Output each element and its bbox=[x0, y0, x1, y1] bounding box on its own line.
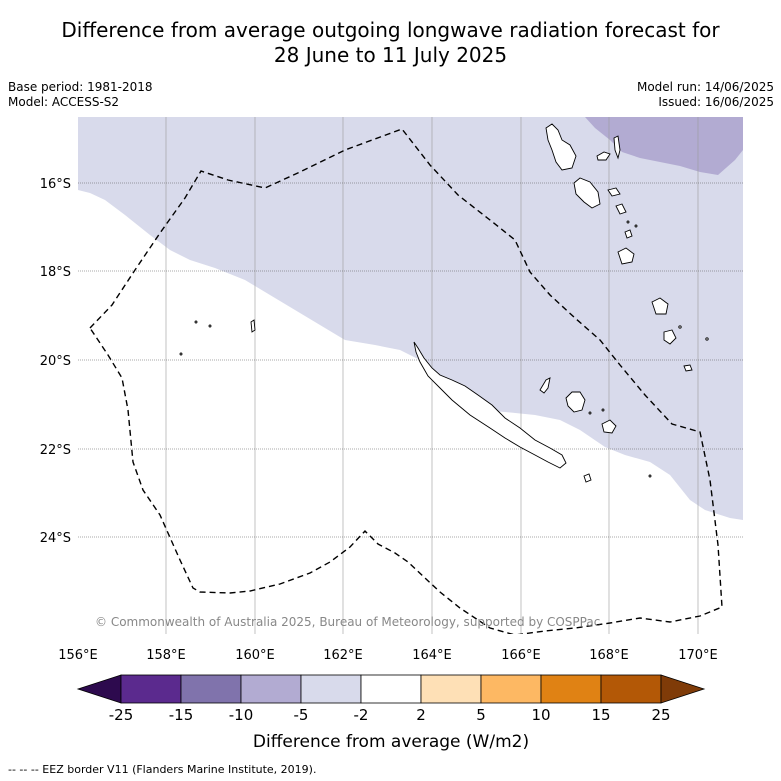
islet-9 bbox=[626, 220, 630, 224]
colorbar-segment-9 bbox=[600, 674, 662, 704]
vanuatu-erromango bbox=[651, 297, 669, 315]
land-features bbox=[179, 123, 709, 483]
vanuatu-epi bbox=[615, 203, 627, 215]
copyright-notice: © Commonwealth of Australia 2025, Bureau… bbox=[95, 615, 600, 629]
base-period: Base period: 1981-2018 bbox=[8, 80, 153, 94]
colorbar-extend-low bbox=[76, 674, 122, 704]
colorbar-segment-8 bbox=[540, 674, 602, 704]
islet-8 bbox=[601, 408, 605, 412]
lon-label-162e: 162°E bbox=[323, 648, 363, 663]
map-area: © Commonwealth of Australia 2025, Bureau… bbox=[78, 117, 743, 634]
lon-label-168e: 168°E bbox=[589, 648, 629, 663]
colorbar-label-10: 25 bbox=[651, 706, 670, 724]
colorbar-label-9: 15 bbox=[591, 706, 610, 724]
colorbar-label-2: -15 bbox=[169, 706, 194, 724]
vanuatu-espiritu-santo bbox=[545, 123, 577, 171]
colorbar: -25 -15 -10 -5 -2 2 5 10 15 25 Differenc… bbox=[76, 674, 706, 752]
lon-label-164e: 164°E bbox=[412, 648, 452, 663]
eez-border bbox=[89, 128, 723, 634]
lat-label-24s: 24°S bbox=[40, 531, 71, 546]
loyalty-island-ouvea bbox=[539, 377, 551, 394]
anomaly-light-region bbox=[78, 117, 743, 520]
vanuatu-efate bbox=[617, 247, 635, 265]
meta-right: Model run: 14/06/2025 Issued: 16/06/2025 bbox=[637, 80, 774, 110]
title-line-2: 28 June to 11 July 2025 bbox=[273, 43, 508, 67]
new-caledonia-main-island bbox=[413, 341, 567, 469]
colorbar-label-8: 10 bbox=[531, 706, 550, 724]
latitude-labels: 16°S 18°S 20°S 22°S 24°S bbox=[40, 177, 71, 546]
colorbar-segment-6 bbox=[420, 674, 482, 704]
lat-label-22s: 22°S bbox=[40, 443, 71, 458]
title-line-1: Difference from average outgoing longwav… bbox=[61, 18, 720, 42]
model-run: Model run: 14/06/2025 bbox=[636, 80, 774, 94]
lat-label-18s: 18°S bbox=[40, 265, 71, 280]
lon-label-170e: 170°E bbox=[678, 648, 718, 663]
model-name: Model: ACCESS-S2 bbox=[8, 95, 120, 109]
islet-3 bbox=[179, 352, 183, 356]
islet-6 bbox=[648, 474, 652, 478]
vanuatu-aneityum bbox=[683, 364, 693, 372]
colorbar-extend-high bbox=[660, 674, 706, 704]
vanuatu-malekula bbox=[573, 177, 601, 209]
meta-left: Base period: 1981-2018 Model: ACCESS-S2 bbox=[8, 80, 153, 110]
colorbar-segment-5 bbox=[360, 674, 422, 704]
islet-1 bbox=[194, 320, 198, 324]
colorbar-segment-4 bbox=[300, 674, 362, 704]
colorbar-label-7: 5 bbox=[476, 706, 486, 724]
lat-label-20s: 20°S bbox=[40, 354, 71, 369]
islet-5 bbox=[705, 337, 709, 341]
lon-label-158e: 158°E bbox=[146, 648, 186, 663]
colorbar-label-4: -5 bbox=[294, 706, 309, 724]
colorbar-label-3: -10 bbox=[229, 706, 254, 724]
vanuatu-shepherd-islands bbox=[624, 229, 633, 239]
islet-7 bbox=[588, 411, 592, 415]
vanuatu-tanna bbox=[663, 329, 677, 345]
chesterfield-reef bbox=[250, 319, 256, 333]
loyalty-island-lifou bbox=[565, 391, 586, 413]
islet-2 bbox=[208, 324, 212, 328]
lon-label-156e: 156°E bbox=[58, 648, 98, 663]
islet-4 bbox=[678, 325, 682, 329]
colorbar-segment-2 bbox=[180, 674, 242, 704]
issued-date: Issued: 16/06/2025 bbox=[658, 95, 774, 109]
colorbar-title: Difference from average (W/m2) bbox=[253, 732, 529, 752]
colorbar-segment-1 bbox=[120, 674, 182, 704]
footnote-eez: -- -- -- EEZ border V11 (Flanders Marine… bbox=[8, 763, 317, 776]
lon-label-160e: 160°E bbox=[235, 648, 275, 663]
isle-of-pines bbox=[583, 473, 592, 483]
lat-label-16s: 16°S bbox=[40, 177, 71, 192]
colorbar-segment-3 bbox=[240, 674, 302, 704]
colorbar-segment-7 bbox=[480, 674, 542, 704]
loyalty-island-mare bbox=[601, 419, 617, 434]
gridlines-lat bbox=[78, 182, 743, 538]
vanuatu-maewo-pentecost bbox=[613, 135, 621, 160]
lon-label-166e: 166°E bbox=[501, 648, 541, 663]
vanuatu-ambrym bbox=[607, 187, 621, 197]
colorbar-label-5: -2 bbox=[354, 706, 369, 724]
map-title: Difference from average outgoing longwav… bbox=[0, 18, 781, 68]
colorbar-label-1: -25 bbox=[109, 706, 134, 724]
longitude-labels: 156°E 158°E 160°E 162°E 164°E 166°E 168°… bbox=[58, 648, 718, 663]
anomaly-medium-region bbox=[585, 117, 743, 175]
colorbar-label-6: 2 bbox=[416, 706, 426, 724]
islet-10 bbox=[634, 224, 638, 228]
vanuatu-ambae bbox=[596, 151, 611, 161]
